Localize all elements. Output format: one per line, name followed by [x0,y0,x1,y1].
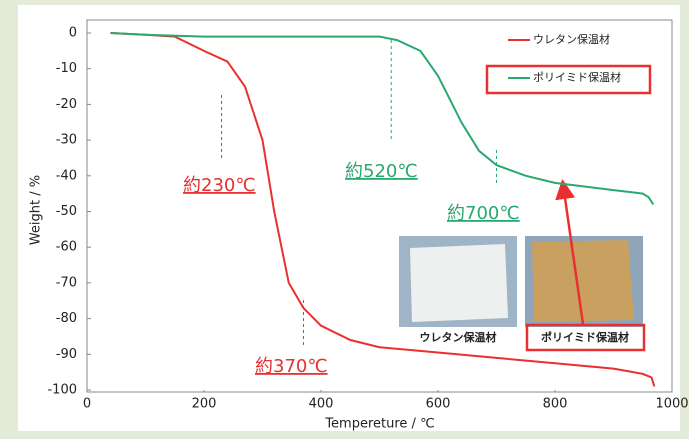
sample-urethane [410,244,508,322]
plot-frame [86,19,673,393]
y-tick-label: -70 [56,275,77,290]
annotation: 約700℃ [447,203,520,224]
sample-polyimide [532,240,634,322]
y-tick-label: -30 [56,133,77,148]
x-tick-label: 800 [543,397,568,412]
y-tick-label: -40 [56,168,77,183]
series-line [110,32,656,387]
x-tick-label: 1000 [655,397,688,412]
image-caption: ポリイミド保温材 [541,330,629,344]
x-tick-label: 0 [83,397,91,412]
image-caption: ウレタン保温材 [420,330,497,344]
y-tick-label: -60 [56,240,77,255]
series-line [110,32,655,205]
y-tick-label: -80 [56,311,77,326]
y-tick-label: -50 [56,204,77,219]
annotation: 約370℃ [255,356,328,377]
y-tick-label: -10 [56,61,77,76]
y-tick-label: -100 [47,383,77,398]
legend-label: ポリイミド保温材 [533,70,621,84]
y-tick-label: 0 [69,26,77,41]
x-tick-label: 400 [309,397,334,412]
annotation: 約520℃ [345,161,418,182]
y-axis-label: Weight / % [29,175,44,245]
y-tick-label: -90 [56,347,77,362]
arrow [555,179,585,325]
x-tick-label: 200 [192,397,217,412]
highlight-box [485,64,652,95]
highlight-box [525,323,646,352]
annotation: 約230℃ [183,175,256,196]
x-tick-label: 600 [426,397,451,412]
panel [18,5,680,431]
y-tick-label: -20 [56,97,77,112]
x-axis-label: Tempereture / ℃ [324,417,434,432]
legend-label: ウレタン保温材 [533,32,610,46]
